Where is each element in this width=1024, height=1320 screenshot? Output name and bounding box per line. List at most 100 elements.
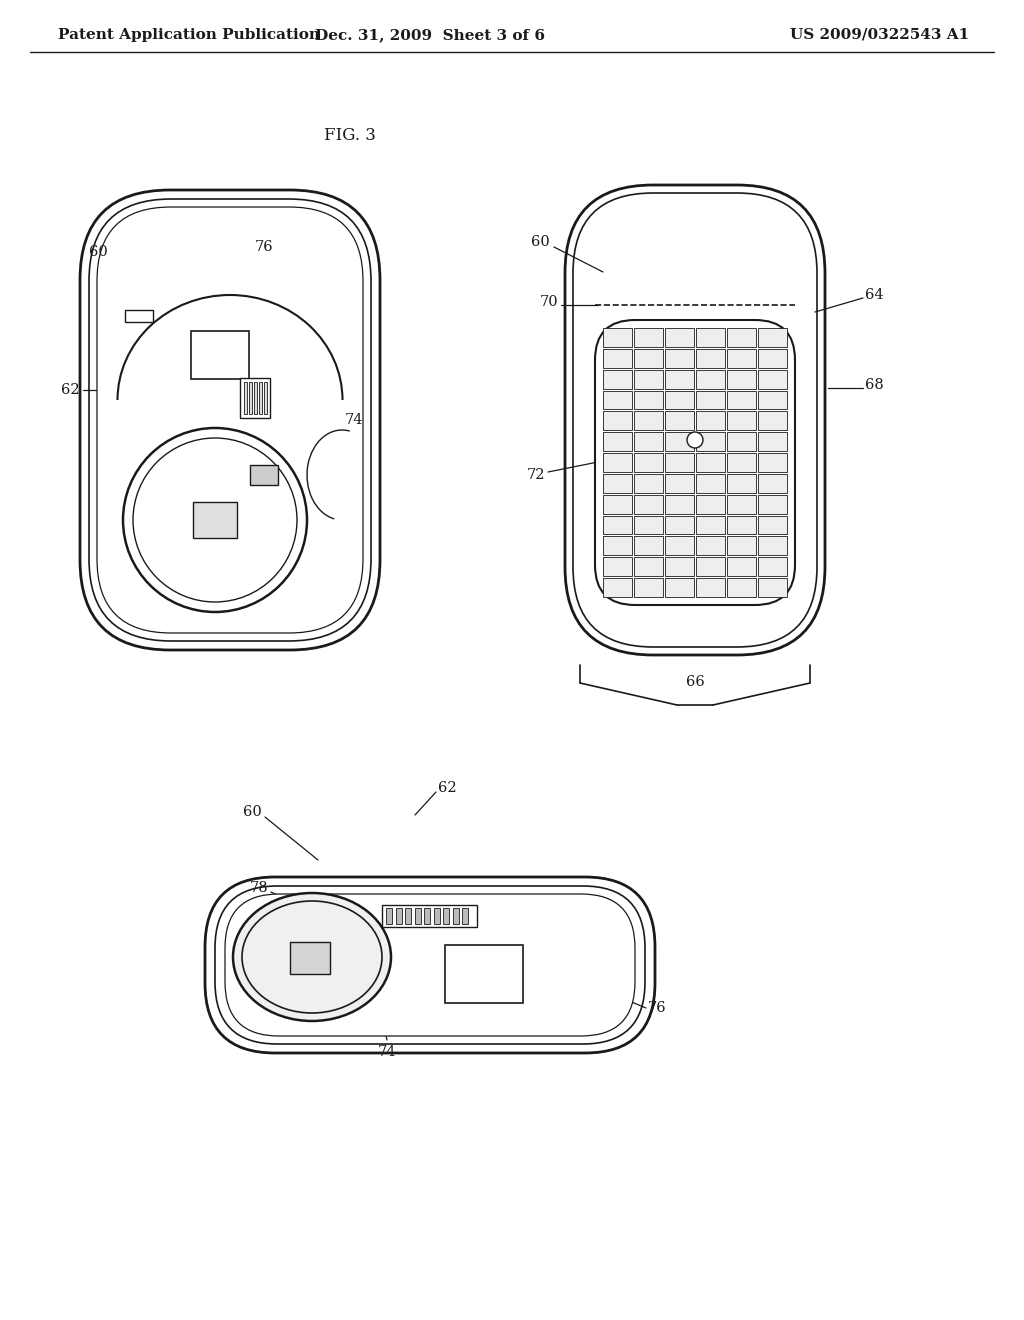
Bar (603, 495, 632, 513)
Bar (244, 381, 247, 414)
Bar (445, 945, 523, 1003)
Text: 62: 62 (438, 781, 457, 795)
Bar (696, 370, 725, 388)
Text: Dec. 31, 2009  Sheet 3 of 6: Dec. 31, 2009 Sheet 3 of 6 (315, 28, 545, 42)
Text: 60: 60 (244, 805, 262, 818)
Bar (665, 557, 694, 576)
FancyBboxPatch shape (565, 185, 825, 655)
Bar (727, 412, 756, 430)
Bar (665, 474, 694, 492)
Bar (758, 432, 787, 451)
Bar (727, 578, 756, 597)
Bar (603, 348, 632, 368)
Bar (696, 578, 725, 597)
Circle shape (133, 438, 297, 602)
FancyBboxPatch shape (80, 190, 380, 649)
Bar (634, 432, 663, 451)
Bar (634, 391, 663, 409)
Ellipse shape (233, 894, 391, 1020)
Bar (603, 391, 632, 409)
Bar (696, 453, 725, 473)
Bar (665, 578, 694, 597)
Bar (727, 327, 756, 347)
Bar (758, 536, 787, 556)
Bar (758, 412, 787, 430)
Circle shape (123, 428, 307, 612)
Bar (665, 516, 694, 535)
Bar (603, 327, 632, 347)
Bar (395, 908, 401, 924)
Bar (443, 908, 449, 924)
Bar (250, 465, 278, 484)
FancyBboxPatch shape (205, 876, 655, 1053)
FancyBboxPatch shape (595, 319, 795, 605)
Bar (727, 453, 756, 473)
Bar (634, 453, 663, 473)
Bar (758, 578, 787, 597)
Text: 70: 70 (540, 294, 558, 309)
Bar (727, 432, 756, 451)
Bar (727, 370, 756, 388)
Bar (696, 432, 725, 451)
Bar (727, 495, 756, 513)
Bar (603, 474, 632, 492)
Circle shape (687, 432, 703, 447)
Bar (193, 502, 237, 539)
Bar (191, 331, 249, 379)
Bar (603, 516, 632, 535)
Bar (240, 378, 270, 418)
Bar (696, 536, 725, 556)
Bar (696, 516, 725, 535)
Bar (634, 412, 663, 430)
Bar (727, 557, 756, 576)
Bar (634, 516, 663, 535)
Bar (603, 432, 632, 451)
FancyBboxPatch shape (215, 886, 645, 1044)
Bar (603, 557, 632, 576)
Bar (433, 908, 439, 924)
Bar (665, 327, 694, 347)
Bar (125, 310, 153, 322)
Bar (727, 516, 756, 535)
Bar (406, 908, 411, 924)
Bar (665, 453, 694, 473)
Bar (696, 327, 725, 347)
Text: 78: 78 (236, 554, 254, 569)
FancyBboxPatch shape (97, 207, 362, 634)
Bar (264, 381, 267, 414)
Bar (290, 942, 330, 974)
Bar (665, 391, 694, 409)
Bar (727, 536, 756, 556)
Bar (415, 908, 421, 924)
Bar (634, 557, 663, 576)
Text: 60: 60 (531, 235, 550, 249)
Bar (665, 432, 694, 451)
Text: 66: 66 (686, 675, 705, 689)
Text: 76: 76 (255, 240, 273, 253)
Bar (424, 908, 430, 924)
Bar (758, 327, 787, 347)
Bar (665, 412, 694, 430)
Bar (634, 348, 663, 368)
Bar (696, 391, 725, 409)
Bar (665, 348, 694, 368)
Text: Patent Application Publication: Patent Application Publication (58, 28, 319, 42)
FancyBboxPatch shape (89, 199, 371, 642)
Text: 68: 68 (865, 378, 884, 392)
Bar (634, 578, 663, 597)
Bar (462, 908, 468, 924)
Text: 78: 78 (250, 880, 268, 895)
Bar (727, 391, 756, 409)
Bar (634, 370, 663, 388)
Bar (696, 474, 725, 492)
Bar (382, 906, 477, 927)
Text: 74: 74 (378, 1045, 396, 1059)
Bar (603, 578, 632, 597)
Bar (634, 327, 663, 347)
Text: 72: 72 (526, 469, 545, 482)
Bar (696, 495, 725, 513)
Bar (603, 453, 632, 473)
Bar (254, 381, 257, 414)
Bar (634, 474, 663, 492)
Text: 64: 64 (865, 288, 884, 302)
